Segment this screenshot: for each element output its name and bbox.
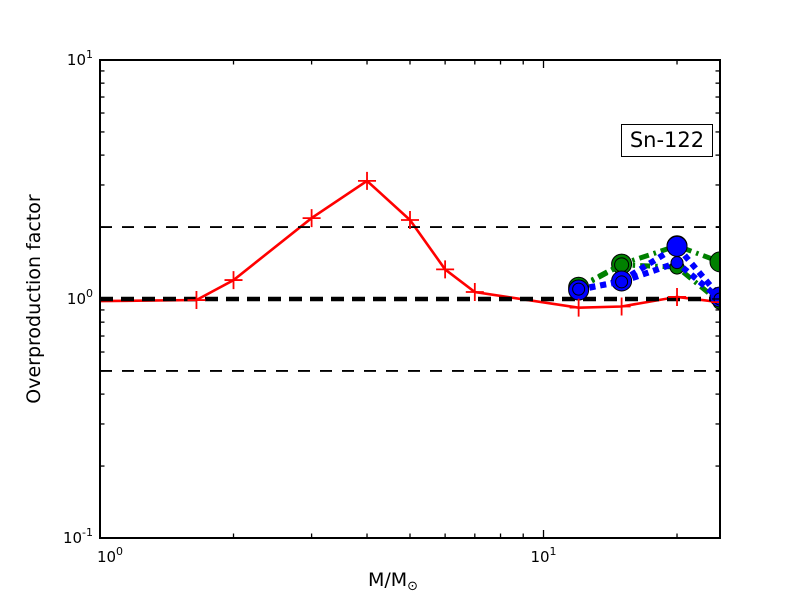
circle-marker	[614, 257, 630, 273]
plus-marker	[187, 291, 206, 310]
plot-data-region	[100, 171, 720, 372]
sun-symbol: ⊙	[407, 579, 419, 594]
x-axis-label: M/M⊙	[367, 569, 419, 594]
isotope-annotation: Sn-122	[621, 124, 713, 157]
series-line-red-solid-plus	[100, 179, 720, 310]
plus-marker	[465, 282, 484, 301]
circle-marker	[615, 275, 629, 289]
circle-marker	[709, 251, 720, 273]
plus-marker	[711, 293, 720, 312]
circle-marker	[572, 282, 586, 296]
y-tick-label: 10-1	[63, 526, 93, 547]
series-markers-blue-dotted-large-circles	[568, 235, 720, 308]
isotope-annotation-label: Sn-122	[629, 128, 705, 152]
plus-marker	[569, 298, 588, 317]
plus-marker	[302, 209, 321, 228]
circle-marker	[666, 235, 688, 257]
series-line-green-dashdot-small-circles	[577, 262, 720, 305]
plus-marker	[612, 297, 631, 316]
x-axis-label-main: M/M	[367, 569, 408, 591]
plus-marker	[224, 271, 243, 290]
plus-marker	[436, 260, 455, 279]
circle-marker	[670, 256, 684, 270]
x-tick-label: 101	[530, 545, 556, 566]
y-tick-label: 100	[67, 287, 93, 308]
plus-marker	[668, 287, 687, 306]
y-tick-label: 101	[67, 48, 93, 69]
plus-marker	[358, 171, 377, 190]
x-tick-label: 100	[97, 545, 123, 566]
series-markers-red-solid-plus	[187, 171, 720, 317]
axis-ticks	[99, 59, 720, 539]
reference-lines	[100, 226, 720, 372]
y-axis-label: Overproduction factor	[23, 194, 45, 404]
plus-marker	[401, 211, 419, 230]
series-line-blue-dotted-large-circles	[577, 242, 720, 299]
